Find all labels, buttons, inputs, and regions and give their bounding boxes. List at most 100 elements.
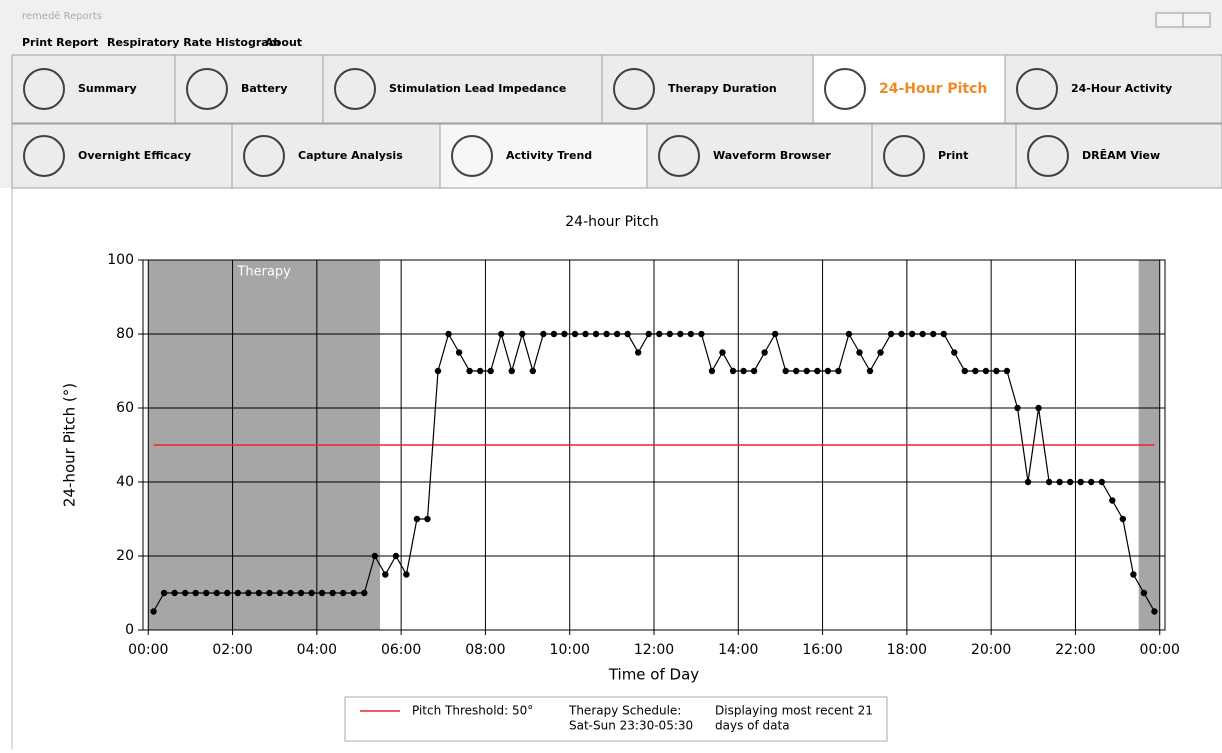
x-tick-label: 12:00: [634, 642, 674, 658]
data-point: [498, 330, 505, 338]
x-tick-label: 08:00: [465, 642, 505, 658]
data-point: [624, 330, 631, 338]
tab-icon: [613, 68, 655, 110]
data-point: [603, 330, 610, 338]
tab-label[interactable]: Therapy Duration: [668, 82, 777, 95]
data-point: [466, 367, 473, 375]
data-point: [382, 571, 389, 578]
tab-icon: [334, 68, 376, 110]
tab[interactable]: [231, 123, 441, 189]
tab[interactable]: [11, 54, 176, 124]
plot-frame: [142, 259, 1166, 631]
data-point: [245, 589, 252, 597]
data-point: [276, 589, 284, 597]
data-point: [297, 589, 305, 597]
tab-icon: [883, 135, 925, 177]
x-tick-label: 06:00: [381, 642, 421, 658]
data-point: [329, 589, 336, 597]
legend-note: Sat-Sun 23:30-05:30: [569, 719, 693, 733]
data-point: [1098, 478, 1105, 486]
data-point: [1109, 497, 1116, 504]
data-point: [171, 589, 178, 597]
data-point: [192, 589, 199, 597]
tab-label[interactable]: Overnight Efficacy: [78, 149, 191, 162]
tab-label[interactable]: Print: [938, 149, 968, 162]
data-point: [403, 571, 410, 578]
data-point: [856, 349, 863, 356]
data-point: [898, 330, 905, 338]
data-point: [1151, 608, 1158, 615]
data-point: [1003, 367, 1011, 375]
data-point: [434, 367, 442, 375]
minimize-button[interactable]: [1155, 12, 1184, 28]
data-point: [455, 349, 463, 356]
menu-item[interactable]: About: [265, 36, 302, 49]
tab-label[interactable]: 24-Hour Pitch: [879, 81, 987, 97]
data-point: [750, 367, 758, 375]
tab-label[interactable]: Battery: [241, 82, 287, 95]
data-point: [814, 367, 821, 375]
data-point: [413, 515, 421, 523]
tab-label[interactable]: Stimulation Lead Impedance: [389, 82, 566, 95]
data-point: [887, 330, 895, 338]
menu-item[interactable]: Print Report: [22, 36, 98, 49]
data-point: [476, 367, 484, 375]
data-point: [656, 330, 663, 338]
tab[interactable]: [174, 54, 324, 124]
tab-icon: [23, 68, 65, 110]
legend-note: Displaying most recent 21: [715, 704, 873, 718]
therapy-label: Therapy: [236, 265, 291, 280]
data-point: [1014, 404, 1021, 412]
y-tick-label: 100: [107, 252, 134, 268]
tab[interactable]: [11, 123, 233, 189]
data-point: [687, 330, 695, 338]
data-point: [1077, 478, 1084, 486]
y-tick-label: 40: [116, 474, 134, 490]
data-point: [919, 330, 926, 338]
data-point: [308, 589, 315, 597]
data-point: [550, 330, 558, 338]
data-point: [993, 367, 1000, 375]
data-point: [350, 589, 357, 597]
data-point: [487, 367, 494, 375]
data-point: [961, 367, 969, 375]
data-point: [150, 608, 157, 615]
tab[interactable]: [646, 123, 873, 189]
tab-label[interactable]: Waveform Browser: [713, 149, 831, 162]
tab[interactable]: [1004, 54, 1222, 124]
data-point: [729, 367, 737, 375]
x-tick-label: 04:00: [297, 642, 337, 658]
data-point: [803, 367, 810, 375]
tab-label[interactable]: Capture Analysis: [298, 149, 403, 162]
tab-label[interactable]: 24-Hour Activity: [1071, 82, 1172, 95]
close-button[interactable]: [1182, 12, 1211, 28]
tab-label[interactable]: DRĒAM View: [1082, 149, 1160, 162]
tab[interactable]: [601, 54, 814, 124]
data-point: [1130, 571, 1137, 578]
x-tick-label: 00:00: [1140, 642, 1180, 658]
data-point: [592, 330, 600, 338]
tab[interactable]: [439, 123, 648, 189]
legend-note: Therapy Schedule:: [568, 704, 681, 718]
x-tick-label: 14:00: [718, 642, 758, 658]
data-point: [698, 330, 705, 338]
tab-label[interactable]: Activity Trend: [506, 149, 592, 162]
data-point: [761, 349, 768, 356]
tab[interactable]: [812, 54, 1006, 124]
data-point: [982, 367, 990, 375]
data-point: [908, 330, 916, 338]
x-tick-label: 20:00: [971, 642, 1011, 658]
data-point: [1140, 589, 1148, 597]
data-point: [529, 367, 537, 375]
tab-icon: [243, 135, 285, 177]
menu-item[interactable]: Respiratory Rate Histogram: [107, 36, 280, 49]
tab[interactable]: [1015, 123, 1222, 189]
data-point: [1066, 478, 1074, 486]
tab-label[interactable]: Summary: [78, 82, 137, 95]
data-point: [645, 330, 652, 338]
data-point: [677, 330, 684, 338]
tab[interactable]: [871, 123, 1017, 189]
data-point: [392, 552, 400, 560]
data-point: [824, 367, 832, 375]
